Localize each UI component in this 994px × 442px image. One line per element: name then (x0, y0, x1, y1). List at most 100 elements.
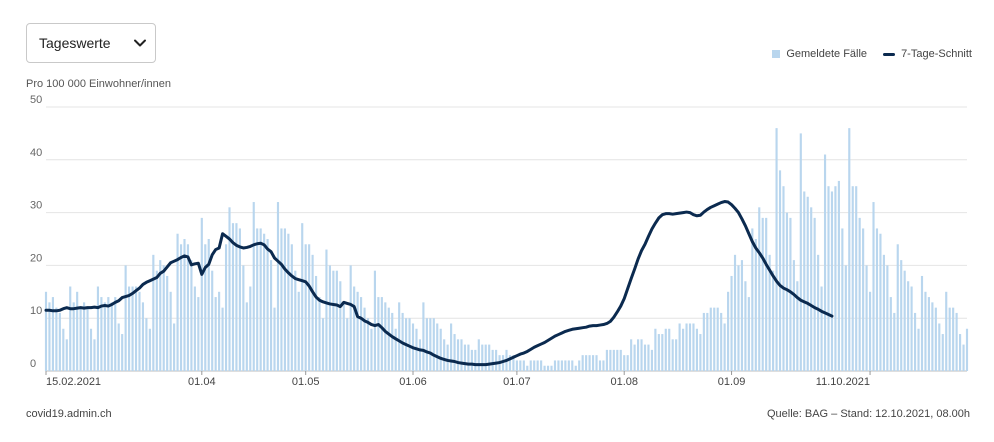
case-bar (159, 260, 162, 371)
case-bar (332, 270, 335, 371)
y-axis-unit-label: Pro 100 000 Einwohner/innen (26, 78, 171, 90)
case-bar (238, 228, 241, 371)
chevron-down-icon (134, 39, 146, 47)
case-bar (636, 339, 640, 371)
legend-line-label: 7-Tage-Schnitt (901, 48, 972, 60)
case-bar (481, 344, 484, 371)
case-bar (58, 312, 61, 371)
case-bar (304, 244, 307, 371)
case-bar (903, 270, 906, 371)
case-bar (373, 270, 377, 371)
case-bar (89, 328, 93, 371)
case-bar (948, 307, 951, 371)
case-bar (436, 323, 439, 371)
case-bar (910, 286, 913, 371)
x-tick-label: 01.08 (610, 376, 638, 388)
case-bar (959, 334, 962, 371)
case-bar (772, 270, 775, 371)
legend-line-swatch (883, 52, 896, 56)
case-bar (456, 339, 460, 371)
case-bar (761, 217, 764, 371)
case-bar (882, 254, 885, 371)
case-bar (747, 297, 750, 371)
case-bar (540, 360, 543, 371)
case-bar (103, 302, 106, 371)
case-bar (460, 339, 463, 371)
view-select[interactable]: Tageswerte (26, 23, 156, 63)
case-bar (141, 302, 145, 371)
case-bar (48, 302, 51, 371)
case-bar (913, 312, 917, 371)
case-bar (173, 323, 176, 371)
case-bar (356, 291, 359, 371)
legend-bars-label: Gemeldete Fälle (786, 48, 868, 60)
case-bar (321, 318, 325, 371)
case-bar (231, 223, 235, 371)
case-bar (813, 217, 816, 371)
case-bar (190, 260, 193, 371)
case-bar (920, 275, 924, 371)
case-bar (453, 334, 456, 371)
case-bar (733, 254, 737, 371)
case-bar (768, 254, 771, 371)
case-bar (366, 318, 370, 371)
legend-item-bars[interactable]: Gemeldete Fälle (772, 48, 867, 60)
case-bar (692, 323, 695, 371)
case-bar (44, 291, 48, 371)
case-bar (778, 170, 782, 371)
y-tick-label: 10 (30, 305, 42, 317)
case-bar (283, 228, 286, 371)
legend-item-line[interactable]: 7-Tage-Schnitt (883, 48, 972, 60)
case-bar (131, 286, 134, 371)
case-bar (179, 244, 183, 371)
x-tick-label: 01.06 (399, 376, 427, 388)
case-bar (720, 312, 723, 371)
case-bar (342, 302, 345, 371)
case-bar (806, 196, 809, 371)
case-bar (186, 244, 190, 371)
case-bar (425, 318, 428, 371)
case-bar (391, 312, 394, 371)
case-bar (294, 270, 297, 371)
source-site: covid19.admin.ch (26, 408, 112, 420)
case-bar (145, 318, 148, 371)
case-bar (308, 244, 311, 371)
x-tick-label: 01.07 (503, 376, 531, 388)
case-bar (723, 323, 726, 371)
case-bar (114, 297, 117, 371)
case-bar (785, 212, 789, 371)
case-bar (837, 180, 840, 371)
case-bar (148, 328, 151, 371)
case-bar (619, 349, 622, 371)
case-bar (526, 365, 529, 371)
case-bar (595, 355, 598, 371)
case-bar (879, 233, 882, 371)
case-bar (121, 334, 124, 371)
case-bar (907, 281, 910, 371)
case-bar (349, 265, 352, 371)
case-bar (328, 265, 331, 371)
case-bar (754, 239, 757, 371)
case-bar (550, 365, 553, 371)
case-bar (297, 291, 300, 371)
case-bar (744, 281, 747, 371)
legend-bars-swatch (772, 50, 781, 58)
case-bar (661, 334, 664, 371)
case-bar (630, 339, 633, 371)
case-bar (803, 191, 806, 371)
case-bar (775, 128, 778, 371)
case-bar (325, 249, 328, 371)
case-bar (830, 191, 834, 371)
case-bar (917, 328, 920, 371)
case-bar (269, 260, 273, 371)
case-bar (844, 265, 847, 371)
case-bar (851, 186, 854, 371)
case-bar (474, 349, 477, 371)
seven-day-average-line (44, 200, 834, 367)
case-bar (796, 281, 799, 371)
case-bar (934, 307, 937, 371)
case-bar (287, 233, 290, 371)
case-bar (450, 323, 453, 371)
case-bar (941, 334, 944, 371)
case-bar (713, 307, 716, 371)
